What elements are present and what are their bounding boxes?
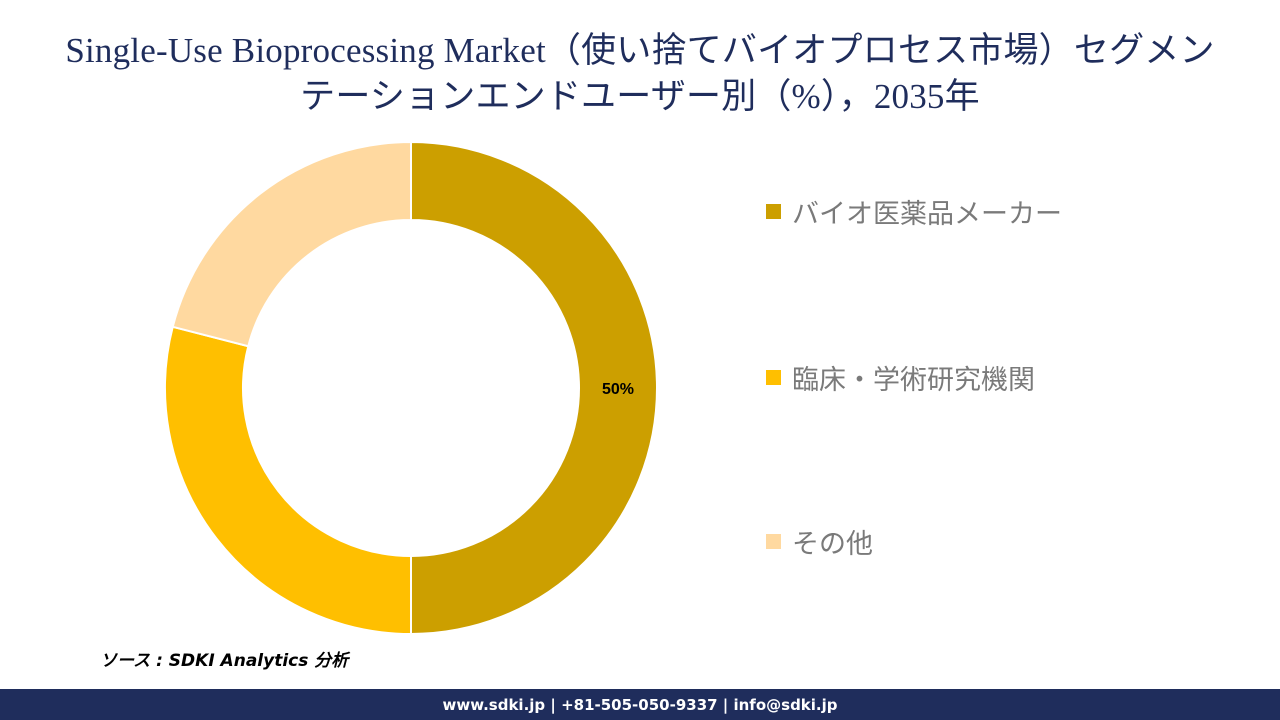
donut-slice-1 xyxy=(410,140,658,636)
legend-item-2: 臨床・学術研究機関 xyxy=(766,357,1035,397)
legend-item-3: その他 xyxy=(766,521,873,561)
donut-slice-3 xyxy=(171,140,412,348)
legend-label: その他 xyxy=(792,528,873,560)
footer-contact: www.sdki.jp | +81-505-050-9337 | info@sd… xyxy=(442,695,838,714)
data-label-1: 50% xyxy=(602,381,634,398)
chart-title-line1: Single-Use Bioprocessing Market（使い捨てバイオプ… xyxy=(65,31,1215,70)
chart-legend: バイオ医薬品メーカー 臨床・学術研究機関 その他 xyxy=(766,0,1246,720)
legend-swatch xyxy=(766,533,781,549)
legend-swatch xyxy=(766,203,781,219)
legend-item-1: バイオ医薬品メーカー xyxy=(766,191,1062,231)
chart-title: Single-Use Bioprocessing Market（使い捨てバイオプ… xyxy=(0,28,1280,120)
chart-title-line2: テーションエンドユーザー別（%），2035年 xyxy=(300,77,980,116)
footer-bar: www.sdki.jp | +81-505-050-9337 | info@sd… xyxy=(0,689,1280,720)
donut-slice-2 xyxy=(164,325,412,636)
legend-label: 臨床・学術研究機関 xyxy=(792,364,1035,396)
legend-swatch xyxy=(766,369,781,385)
legend-label: バイオ医薬品メーカー xyxy=(792,198,1062,230)
source-note: ソース : SDKI Analytics 分析 xyxy=(100,651,349,671)
